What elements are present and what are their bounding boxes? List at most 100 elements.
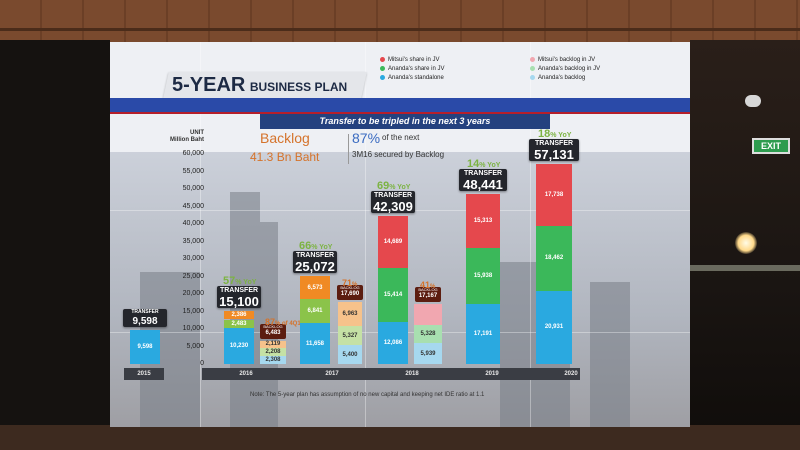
bar-segment: [338, 345, 362, 364]
legend-item: Ananda's share in JV: [380, 65, 445, 73]
backlog-value: 41.3 Bn Baht: [250, 150, 320, 164]
backlog-label: Backlog: [260, 130, 310, 146]
bar-segment: [300, 276, 330, 300]
left-wall: [0, 40, 110, 450]
transfer-badge-label: TRANSFER: [295, 252, 335, 260]
bar-segment-label: 5,327: [342, 332, 358, 339]
transfer-badge-label: TRANSFER: [219, 287, 259, 295]
backlog-share-value: 71: [342, 278, 353, 289]
exit-sign: EXIT: [752, 138, 790, 154]
bar-segment: [378, 321, 408, 364]
lamp-light: [735, 232, 757, 254]
legend-item: Mitsui's share in JV: [380, 56, 440, 64]
growth-label: 69% YoY: [377, 176, 410, 194]
year-label: 2019: [485, 371, 499, 377]
backlog-pct: 87%: [352, 130, 381, 146]
backlog-badge: BACKLOG 17,167: [415, 286, 441, 302]
legend-label: Ananda's backlog: [538, 75, 586, 81]
y-tick-label: 50,000: [182, 185, 204, 192]
year-axis-2015: [124, 368, 164, 380]
y-tick-label: 45,000: [182, 202, 204, 210]
legend-swatch: [380, 56, 385, 62]
title-small: BUSINESS PLAN: [249, 80, 348, 94]
transfer-badge: TRANSFER 48,441: [459, 169, 507, 192]
legend-label: Mitsui's share in JV: [388, 57, 440, 63]
bar-segment: [300, 323, 330, 364]
bar-segment: [536, 164, 572, 227]
y-tick-label: 35,000: [182, 237, 204, 245]
y-tick-label: 40,000: [182, 220, 204, 227]
legend-swatch: [530, 65, 535, 71]
slide-title: 5-YEAR BUSINESS PLAN: [172, 72, 347, 98]
transfer-badge: TRANSFER 9,598: [123, 309, 167, 328]
year-label: 2016: [239, 371, 253, 377]
legend-swatch: [530, 74, 535, 80]
growth-label: 14% YoY: [467, 154, 500, 172]
legend-label: Ananda's backlog in JV: [538, 66, 601, 72]
balcony-rail: [690, 265, 800, 271]
transfer-badge: TRANSFER 57,131: [529, 139, 579, 162]
projection-screen: 5-YEAR BUSINESS PLAN Mitsui's share in J…: [110, 42, 690, 427]
bar-segment-label: 12,086: [383, 339, 403, 346]
footnote: Note: The 5-year plan has assumption of …: [250, 392, 485, 398]
backlog-share-value: 87: [265, 316, 276, 327]
backlog-badge: BACKLOG 17,690: [337, 285, 363, 301]
bar-segment-label: 2,119: [265, 341, 281, 348]
year-label: 2018: [405, 371, 419, 377]
backlog-share-label: 87% of 4Q16: [265, 312, 304, 330]
y-tick-label: 55,000: [182, 167, 204, 175]
legend-item: Mitsui's backlog in JV: [530, 56, 595, 64]
legend-swatch: [380, 74, 385, 80]
backlog-total: 6,483: [265, 329, 281, 336]
bar-segment-label: 17,738: [544, 192, 564, 199]
bar-segment-label: 5,939: [420, 350, 436, 357]
bar-segment-label: 11,658: [305, 340, 325, 347]
bar-segment: [466, 248, 500, 304]
y-tick-label: 60,000: [182, 150, 204, 157]
backlog-badge-label: BACKLOG: [340, 285, 360, 291]
backlog-total: 17,690: [340, 291, 360, 298]
backlog-total: 17,167: [418, 292, 438, 299]
backlog-divider: [348, 134, 349, 164]
transfer-badge: TRANSFER 42,309: [371, 191, 415, 214]
legend-label: Ananda's standalone: [388, 75, 444, 81]
backlog-share-suffix: % of 4Q16: [275, 320, 305, 327]
bar-segment: [224, 319, 254, 329]
bar-segment: [466, 194, 500, 249]
growth-suffix: % YoY: [389, 184, 411, 192]
bar-segment-label: 20,931: [544, 324, 564, 331]
bar-segment: [414, 324, 442, 344]
bar-segment: [536, 290, 572, 364]
bar-segment: [466, 303, 500, 364]
unit-line-1: UNIT: [190, 130, 204, 136]
transfer-badge: TRANSFER 25,072: [293, 251, 337, 275]
unit-line-2: Million Baht: [170, 137, 204, 143]
backlog-share-value: 41: [420, 279, 431, 290]
security-camera: [745, 95, 761, 107]
backlog-pct-sub: 3M16 secured by Backlog: [352, 150, 445, 159]
growth-suffix: % YoY: [235, 279, 257, 287]
transfer-total: 15,100: [219, 294, 259, 310]
bar-segment-label: 15,414: [383, 291, 403, 298]
growth-value: 69: [377, 180, 390, 193]
growth-value: 57: [223, 275, 236, 288]
backlog-share-suffix: %: [430, 283, 436, 290]
bar-segment: [378, 267, 408, 322]
transfer-badge-label: TRANSFER: [373, 192, 413, 200]
legend-swatch: [530, 56, 535, 62]
backlog-badge-label: BACKLOG: [263, 323, 283, 329]
backlog-share-label: 71%: [342, 273, 357, 291]
transfer-total: 9,598: [132, 316, 158, 328]
legend-item: Ananda's standalone: [380, 74, 444, 82]
bar-segment: [260, 348, 286, 356]
bar-segment: [414, 343, 442, 364]
transfer-badge: TRANSFER 15,100: [217, 286, 261, 310]
backlog-badge-label: BACKLOG: [418, 286, 438, 292]
bar-segment-label: 5,400: [342, 351, 358, 358]
bar-segment: [378, 216, 408, 268]
growth-value: 66: [299, 240, 312, 253]
transfer-total: 25,072: [295, 259, 335, 275]
y-tick-label: 10,000: [182, 325, 204, 332]
bar-segment-label: 18,462: [544, 255, 564, 262]
bar-segment-label: 17,191: [473, 330, 493, 337]
